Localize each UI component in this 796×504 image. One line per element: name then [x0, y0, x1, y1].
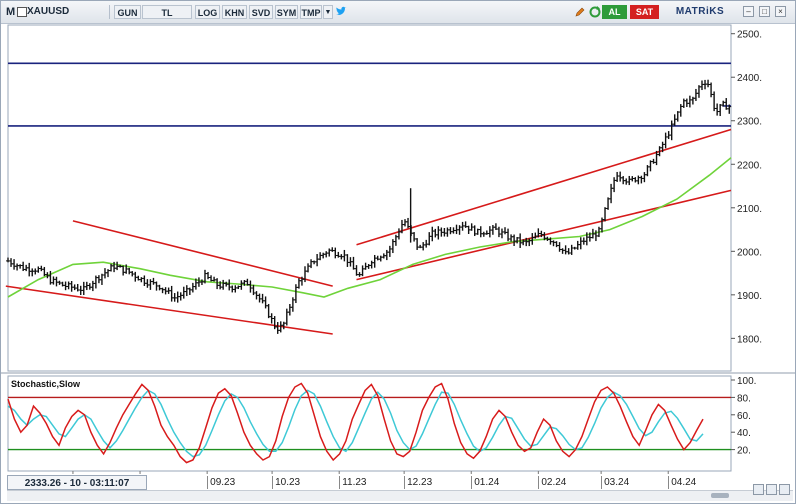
button-svd[interactable]: SVD	[249, 5, 273, 19]
stoch-y-tick-label: 100.	[737, 376, 756, 387]
dropdown-arrow-icon[interactable]: ▼	[323, 5, 333, 19]
stoch-y-tick-label: 20.	[737, 446, 751, 457]
stoch-slow-line	[7, 389, 704, 458]
button-tl[interactable]: TL	[142, 5, 192, 19]
brand-label: MATRiKS	[675, 6, 725, 17]
x-tick-label: 01.24	[471, 476, 499, 489]
nav-end-icon[interactable]	[779, 484, 790, 495]
trendline	[72, 220, 333, 287]
x-tick-label: 11.23	[339, 476, 366, 489]
al-buy-button[interactable]: AL	[602, 5, 627, 19]
sat-sell-button[interactable]: SAT	[630, 5, 659, 19]
button-sym[interactable]: SYM	[275, 5, 298, 19]
y-tick-label: 2500.	[737, 30, 762, 41]
stochastic-panel-frame	[7, 375, 732, 472]
y-tick-label: 2300.	[737, 117, 762, 128]
toolbar: M XAUUSD GUN TL LOG KHN SVD SYM TMP ▼ AL…	[1, 1, 795, 24]
x-tick-label: 03.24	[601, 476, 629, 489]
pencil-icon[interactable]	[574, 6, 585, 18]
twitter-icon[interactable]	[335, 6, 347, 17]
x-tick-label: 10.23	[272, 476, 300, 489]
price-readout: 2333.26 - 10 - 03:11:07	[7, 475, 147, 490]
nav-right-icon[interactable]	[766, 484, 777, 495]
x-tick-label: 02.24	[538, 476, 566, 489]
price-panel-frame	[7, 24, 732, 372]
button-tmp[interactable]: TMP	[300, 5, 322, 19]
button-khn[interactable]: KHN	[222, 5, 247, 19]
moving-average-line	[7, 157, 732, 298]
close-icon[interactable]: ×	[775, 6, 786, 17]
indicator-title: Stochastic,Slow	[11, 379, 81, 389]
chart-canvas[interactable]: 1800. 1900. 2000. 2100. 2200. 2300. 2400. 2500.…	[1, 23, 795, 474]
stoch-y-tick-label: 60.	[737, 411, 751, 422]
y-tick-label: 1900.	[737, 291, 762, 302]
button-gun[interactable]: GUN	[114, 5, 141, 19]
y-tick-label: 2100.	[737, 204, 762, 215]
maximize-icon[interactable]: □	[759, 6, 770, 17]
trendline	[356, 128, 732, 246]
minimize-icon[interactable]: –	[743, 6, 754, 17]
price-panel[interactable]	[5, 62, 732, 335]
y-tick-label: 2200.	[737, 160, 762, 171]
button-log[interactable]: LOG	[195, 5, 220, 19]
x-tick-label: 12.23	[404, 476, 432, 489]
stochastic-panel[interactable]: Stochastic,Slow	[7, 379, 731, 464]
symbol-label[interactable]: XAUUSD	[27, 6, 70, 17]
scroll-thumb[interactable]	[711, 493, 729, 498]
grid-layer	[1, 24, 795, 472]
status-bar: 2333.26 - 10 - 03:11:07 09.23 10.23 11.23 1…	[1, 474, 795, 503]
separator	[109, 5, 110, 19]
stoch-y-tick-label: 40.	[737, 428, 751, 439]
y-tick-label: 2000.	[737, 247, 762, 258]
stoch-y-tick-label: 80.	[737, 393, 751, 404]
refresh-icon[interactable]	[589, 6, 601, 18]
y-tick-label: 1800.	[737, 334, 762, 345]
x-tick-label: 09.23	[207, 476, 235, 489]
nav-left-icon[interactable]	[753, 484, 764, 495]
horizontal-scrollbar[interactable]	[7, 490, 793, 501]
app-logo: M	[6, 6, 16, 18]
checkbox-icon[interactable]	[17, 7, 27, 17]
price-axis: 1800. 1900. 2000. 2100. 2200. 2300. 2400. 2500.…	[72, 30, 762, 474]
x-tick-label: 04.24	[668, 476, 696, 489]
stoch-fast-line	[7, 382, 704, 464]
y-tick-label: 2400.	[737, 73, 762, 84]
